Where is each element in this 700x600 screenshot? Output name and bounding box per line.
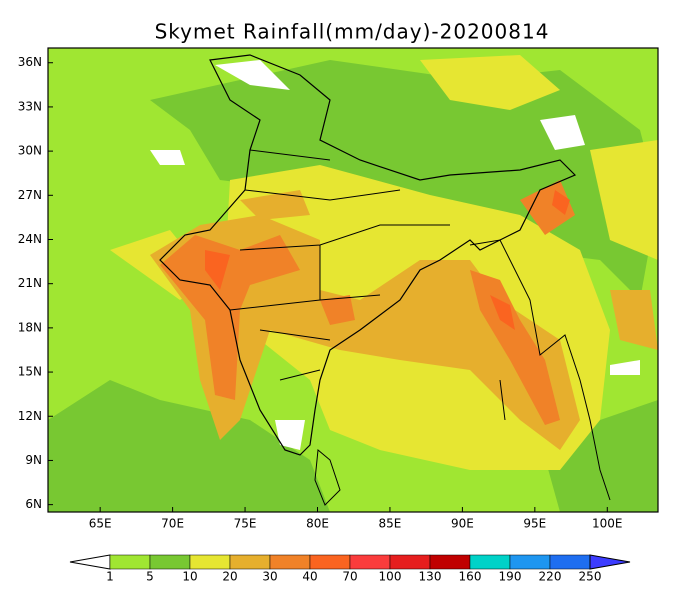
- map-title: Skymet Rainfall(mm/day)-20200814: [155, 20, 550, 44]
- colorbar-segment: [309, 554, 351, 570]
- colorbar-label: 70: [342, 570, 357, 584]
- rainfall-field: [48, 48, 658, 512]
- colorbar-arrow: [589, 554, 631, 570]
- y-tick-label: 15N: [18, 365, 42, 379]
- colorbar-label: 10: [182, 570, 197, 584]
- x-tick-label: 95E: [523, 517, 546, 531]
- y-tick-label: 21N: [18, 276, 42, 290]
- colorbar-segment: [269, 554, 311, 570]
- colorbar-segment: [549, 554, 591, 570]
- colorbar-segment: [189, 554, 231, 570]
- colorbar-label: 190: [499, 570, 522, 584]
- colorbar-label: 250: [579, 570, 602, 584]
- colorbar-segment: [429, 554, 471, 570]
- colorbar-segment: [349, 554, 391, 570]
- x-tick-label: 80E: [306, 517, 329, 531]
- y-tick-label: 9N: [25, 453, 42, 467]
- colorbar-segment: [509, 554, 551, 570]
- x-tick-label: 90E: [451, 517, 474, 531]
- colorbar-label: 40: [302, 570, 317, 584]
- map-frame: [47, 47, 659, 513]
- colorbar-label: 220: [539, 570, 562, 584]
- y-tick-label: 33N: [18, 99, 42, 113]
- colorbar-label: 20: [222, 570, 237, 584]
- y-tick-label: 6N: [25, 497, 42, 511]
- colorbar-label: 5: [146, 570, 154, 584]
- y-tick-label: 12N: [18, 409, 42, 423]
- colorbar-label: 160: [459, 570, 482, 584]
- colorbar-segment: [229, 554, 271, 570]
- colorbar-label: 1: [106, 570, 114, 584]
- colorbar-label: 130: [419, 570, 442, 584]
- y-tick-label: 30N: [18, 144, 42, 158]
- colorbar-segment: [389, 554, 431, 570]
- colorbar-label: 100: [379, 570, 402, 584]
- y-tick-label: 36N: [18, 55, 42, 69]
- x-tick-label: 75E: [234, 517, 257, 531]
- colorbar-label: 30: [262, 570, 277, 584]
- colorbar-arrow: [69, 554, 111, 570]
- x-tick-label: 100E: [592, 517, 623, 531]
- y-tick-label: 27N: [18, 188, 42, 202]
- colorbar-segment: [109, 554, 151, 570]
- colorbar-segment: [149, 554, 191, 570]
- x-tick-label: 65E: [89, 517, 112, 531]
- x-tick-label: 70E: [161, 517, 184, 531]
- colorbar-segment: [469, 554, 511, 570]
- x-tick-label: 85E: [379, 517, 402, 531]
- y-tick-label: 18N: [18, 320, 42, 334]
- y-tick-label: 24N: [18, 232, 42, 246]
